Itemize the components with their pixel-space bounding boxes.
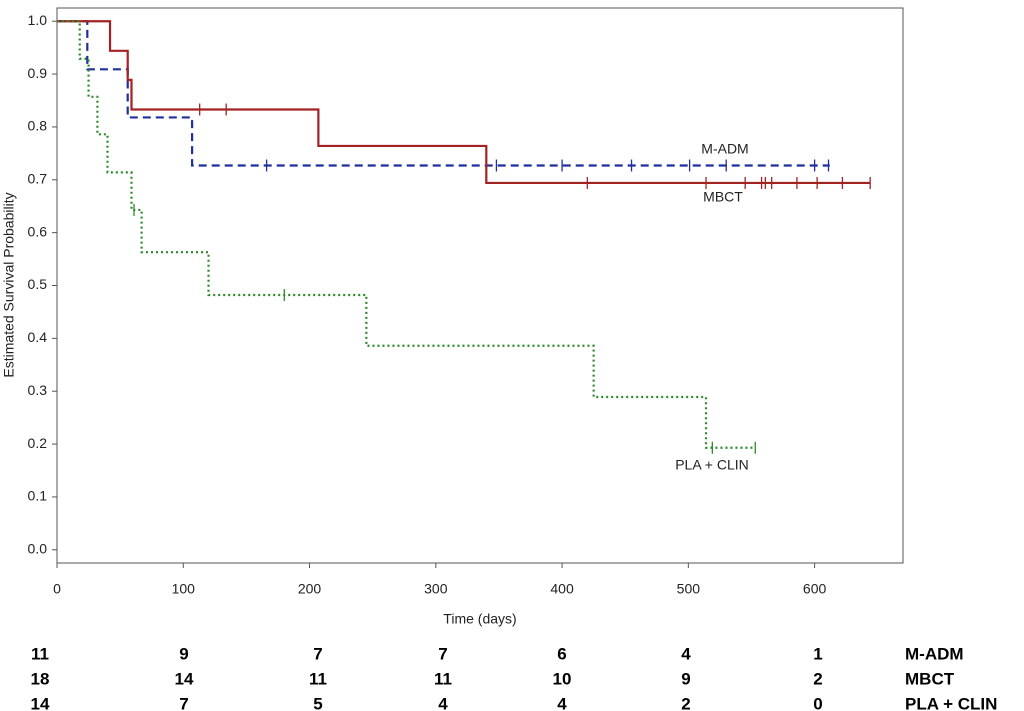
y-tick-label: 0.6 — [28, 223, 48, 239]
y-tick-label: 0.4 — [28, 329, 48, 345]
risk-count: 9 — [179, 644, 188, 663]
y-tick-label: 0.5 — [28, 276, 48, 292]
survival-curve — [57, 20, 871, 185]
x-tick-label: 200 — [298, 581, 322, 597]
curve-label: MBCT — [703, 189, 743, 205]
risk-count: 4 — [438, 694, 448, 711]
risk-count: 5 — [313, 694, 322, 711]
y-axis-label: Estimated Survival Probability — [1, 192, 17, 377]
risk-count: 1 — [813, 644, 822, 663]
risk-count: 14 — [31, 694, 50, 711]
y-tick-label: 0.9 — [28, 65, 48, 81]
risk-count: 2 — [681, 694, 690, 711]
risk-count: 4 — [557, 694, 567, 711]
y-tick-label: 0.1 — [28, 488, 48, 504]
risk-count: 0 — [813, 694, 822, 711]
risk-group-name: PLA + CLIN — [905, 694, 997, 711]
risk-count: 7 — [438, 644, 447, 663]
x-tick-label: 100 — [172, 581, 196, 597]
y-tick-label: 0.3 — [28, 382, 48, 398]
risk-count: 11 — [31, 644, 49, 663]
x-tick-label: 300 — [424, 581, 448, 597]
risk-group-name: M-ADM — [905, 644, 964, 663]
x-tick-label: 400 — [550, 581, 574, 597]
risk-count: 6 — [557, 644, 566, 663]
risk-count: 14 — [175, 669, 194, 688]
risk-count: 9 — [681, 669, 690, 688]
plot-frame — [56, 7, 904, 564]
risk-count: 7 — [179, 694, 188, 711]
survival-curve — [57, 20, 756, 449]
x-tick-label: 500 — [677, 581, 701, 597]
curve-label: M-ADM — [701, 141, 748, 157]
y-tick-label: 0.2 — [28, 435, 48, 451]
risk-group-name: MBCT — [905, 669, 955, 688]
risk-count: 10 — [553, 669, 572, 688]
y-tick-label: 0.7 — [28, 170, 48, 186]
y-tick-label: 1.0 — [28, 12, 48, 28]
curve-label: PLA + CLIN — [675, 457, 749, 473]
x-tick-label: 0 — [53, 581, 61, 597]
x-tick-label: 600 — [803, 581, 827, 597]
y-tick-label: 0.8 — [28, 118, 48, 134]
risk-count: 11 — [309, 669, 327, 688]
y-tick-label: 0.0 — [28, 540, 48, 556]
risk-count: 11 — [434, 669, 452, 688]
risk-count: 2 — [813, 669, 822, 688]
x-axis-label: Time (days) — [443, 611, 516, 627]
risk-count: 4 — [681, 644, 691, 663]
risk-count: 18 — [31, 669, 50, 688]
risk-count: 7 — [313, 644, 322, 663]
